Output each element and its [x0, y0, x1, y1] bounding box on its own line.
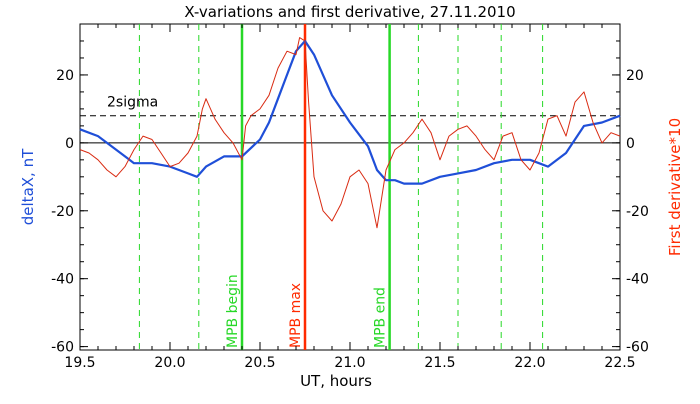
vertical-marker-label: MPB end — [373, 287, 389, 348]
y-tick-label-left: -20 — [51, 204, 74, 220]
plot-frame — [79, 23, 621, 351]
y-axis-label-right: First derivative*10 — [666, 118, 684, 256]
data-series — [79, 37, 621, 229]
x-tick-label: 21.5 — [424, 355, 455, 371]
sigma-label: 2sigma — [107, 95, 158, 111]
x-tick-label: 19.5 — [64, 355, 95, 371]
vertical-marker-label: MPB begin — [225, 274, 241, 348]
y-tick-label-left: -60 — [51, 340, 74, 356]
chart-title: X-variations and first derivative, 27.11… — [184, 3, 515, 21]
plot-area — [79, 23, 621, 351]
deltax-series-line — [79, 39, 621, 185]
y-tick-label-right: 0 — [626, 136, 635, 152]
y-tick-label-right: -40 — [626, 272, 649, 288]
y-tick-label-right: 20 — [626, 68, 644, 84]
x-tick-label: 21.0 — [334, 355, 365, 371]
y-tick-label-left: 20 — [56, 68, 74, 84]
x-axis-label: UT, hours — [300, 372, 372, 390]
x-tick-label: 22.0 — [514, 355, 545, 371]
y-tick-label-left: 0 — [65, 136, 74, 152]
vertical-marker-label: MPB max — [288, 283, 304, 348]
derivative-series-line — [79, 37, 621, 229]
x-tick-label: 22.5 — [604, 355, 635, 371]
vertical-markers: MPB begin MPB max MPB end — [80, 24, 620, 350]
x-tick-label: 20.5 — [244, 355, 275, 371]
axes: 19.5 20.0 20.5 21.0 21.5 22.0 22.5 20 20 0 0 -20 -20… — [51, 24, 649, 371]
x-tick-label: 20.0 — [154, 355, 185, 371]
y-tick-label-left: -40 — [51, 272, 74, 288]
y-axis-label-left: deltaX, nT — [19, 148, 37, 225]
y-tick-label-right: -60 — [626, 340, 649, 356]
y-tick-label-right: -20 — [626, 204, 649, 220]
